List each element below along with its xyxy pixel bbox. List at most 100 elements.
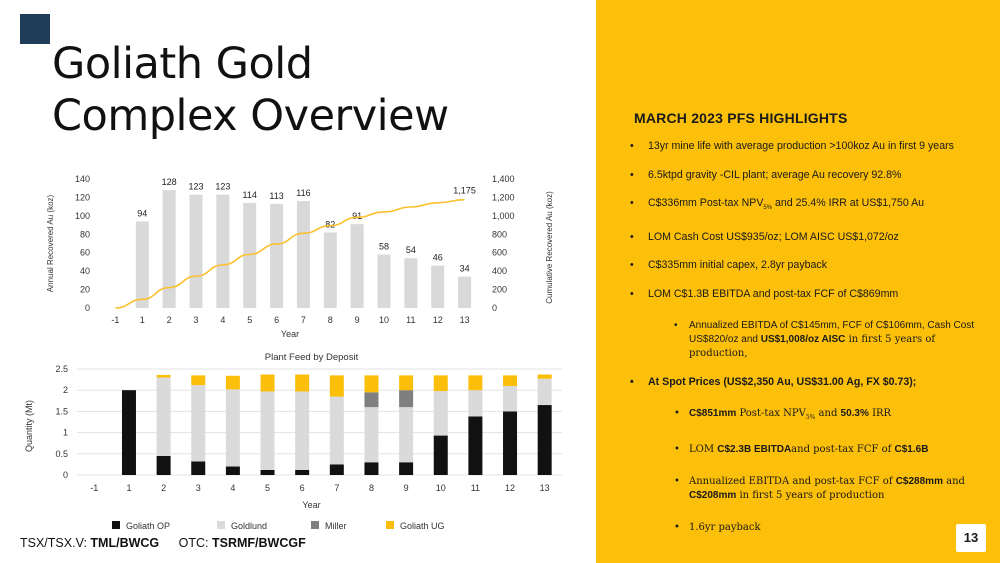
x-tick-label: 4 <box>220 315 225 325</box>
legend-swatch <box>311 521 319 529</box>
bar-value-label: 94 <box>137 208 147 218</box>
y-tick-label: 1 <box>63 428 68 438</box>
x-tick-label: 5 <box>265 483 270 493</box>
legend-swatch <box>112 521 120 529</box>
y-tick-label: 0 <box>63 470 68 480</box>
x-tick-label: 10 <box>379 315 389 325</box>
highlight-npv-pre: C$336mm Post-tax NPV <box>648 197 764 210</box>
x-tick-label: 12 <box>505 483 515 493</box>
stacked-segment <box>225 389 240 467</box>
bar <box>270 203 284 308</box>
y-tick-label: 80 <box>80 229 90 239</box>
x-tick-label: 3 <box>193 315 198 325</box>
stacked-segment <box>503 375 518 386</box>
logo-square <box>20 14 50 44</box>
chart-title: Plant Feed by Deposit <box>265 352 359 363</box>
y-tick-label: 2 <box>63 385 68 395</box>
title-line-2: Complex Overview <box>52 91 449 141</box>
stacked-segment <box>156 377 171 456</box>
y-tick-label: 100 <box>75 211 90 221</box>
stacked-segment <box>503 385 518 412</box>
ticker-line: TSX/TSX.V: TML/BWCG OTC: TSRMF/BWCGF <box>20 536 322 550</box>
bar <box>350 224 364 308</box>
y-tick-label: 20 <box>80 285 90 295</box>
legend-label: Miller <box>325 521 347 531</box>
highlight-npv-post: and 25.4% IRR at US$1,750 Au <box>772 197 925 210</box>
spot-lom-bold2: C$1.6B <box>894 444 929 456</box>
bar-value-label: 114 <box>243 190 257 200</box>
bar <box>135 221 149 308</box>
y-tick-label: 0 <box>85 303 90 313</box>
legend-label: Goliath OP <box>126 521 170 531</box>
legend-swatch <box>217 521 225 529</box>
x-axis-title: Year <box>281 329 299 339</box>
spot-lom-mid: and post-tax FCF of <box>791 444 895 456</box>
x-tick-label: 11 <box>471 483 480 493</box>
spot-irr-bold: 50.3% <box>840 408 869 420</box>
stacked-segment <box>295 374 310 392</box>
bar-value-label: 46 <box>433 253 443 263</box>
x-tick-label: 13 <box>460 315 470 325</box>
y2-tick-label: 1,200 <box>492 192 515 202</box>
spot-npv: C$851mm Post-tax NPV5% and 50.3% IRR <box>634 407 986 425</box>
y-tick-label: 40 <box>80 266 90 276</box>
stacked-segment <box>399 407 414 463</box>
x-tick-label: 8 <box>369 483 374 493</box>
spot-lom-pre: LOM <box>689 444 718 456</box>
highlight-annualized-ebitda: Annualized EBITDA of C$145mm, FCF of C$1… <box>634 319 986 361</box>
spot-ann-bold1: C$288mm <box>895 476 943 488</box>
highlights-title: MARCH 2023 PFS HIGHLIGHTS <box>634 110 848 126</box>
stacked-segment <box>225 466 240 475</box>
spot-npv-sub: 5% <box>805 414 816 422</box>
stacked-segment <box>433 375 448 392</box>
highlights-panel: MARCH 2023 PFS HIGHLIGHTS 13yr mine life… <box>596 0 1000 563</box>
stacked-segment <box>503 411 518 475</box>
bar <box>431 265 445 308</box>
stacked-segment <box>295 469 310 475</box>
annual-production-chart: 0 20 40 60 80 100 120 140 0 200 400 600 800 1,000 1,20… <box>46 174 554 339</box>
x-tick-label: 6 <box>274 315 279 325</box>
legend-label: Goliath UG <box>400 521 445 531</box>
tsx-value: TML/BWCG <box>90 536 160 550</box>
bar <box>162 190 176 308</box>
bar-value-label: 34 <box>460 264 470 274</box>
y-tick-label: 1.5 <box>55 406 68 416</box>
bar-value-label: 82 <box>325 219 335 229</box>
stacked-segment <box>260 374 275 392</box>
stacked-segment <box>225 375 240 390</box>
stacked-segment <box>537 378 552 406</box>
spot-lom-bold1: C$2.3B EBITDA <box>717 444 792 456</box>
bar <box>377 254 391 308</box>
stacked-segment <box>364 375 379 393</box>
stacked-segment <box>329 464 344 475</box>
highlights-list: 13yr mine life with average production >… <box>630 139 986 549</box>
page-title: Goliath Gold Complex Overview <box>52 38 449 142</box>
x-tick-label: 7 <box>301 315 306 325</box>
ann-ebitda-part1: Annualized EBITDA of C$145mm, FCF of C$1… <box>689 320 975 346</box>
y2-axis-title: Cumulative Recovered Au (koz) <box>545 191 554 304</box>
stacked-segment <box>399 375 414 391</box>
spot-lom: LOM C$2.3B EBITDAand post-tax FCF of C$1… <box>634 443 986 457</box>
x-tick-label: 8 <box>328 315 333 325</box>
y-axis-title: Annual Recovered Au (koz) <box>46 194 55 292</box>
otc-label: OTC: <box>178 536 209 550</box>
highlight-spot-prices: At Spot Prices (US$2,350 Au, US$31.00 Ag… <box>630 375 986 389</box>
highlight-npv: C$336mm Post-tax NPV5% and 25.4% IRR at … <box>630 196 986 215</box>
stacked-segment <box>399 462 414 475</box>
bar-value-label: 58 <box>379 242 389 252</box>
x-tick-label: 7 <box>334 483 339 493</box>
cumulative-line <box>115 198 465 309</box>
x-tick-label: 5 <box>247 315 252 325</box>
legend-swatch <box>386 521 394 529</box>
bar <box>404 258 418 308</box>
spot-ann-and: and <box>942 476 965 488</box>
spot-npv-bold: C$851mm <box>689 408 737 420</box>
stacked-segment <box>399 390 414 408</box>
stacked-segment <box>433 435 448 475</box>
stacked-segment <box>364 462 379 475</box>
spot-npv-mid: Post-tax NPV <box>736 408 806 420</box>
y2-tick-label: 0 <box>492 303 497 313</box>
stacked-segment <box>156 374 171 378</box>
stacked-segment <box>364 392 379 408</box>
